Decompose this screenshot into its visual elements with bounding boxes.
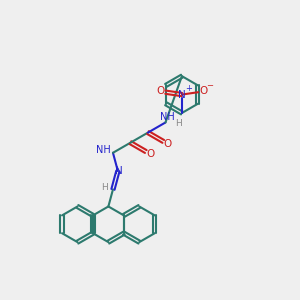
Text: O: O bbox=[146, 149, 154, 160]
Text: +: + bbox=[185, 84, 192, 93]
Text: NH: NH bbox=[96, 146, 111, 155]
Text: NH: NH bbox=[160, 112, 174, 122]
Text: N: N bbox=[178, 90, 186, 100]
Text: O: O bbox=[164, 140, 172, 149]
Text: H: H bbox=[101, 183, 108, 192]
Text: N: N bbox=[116, 166, 123, 176]
Text: −: − bbox=[207, 81, 214, 90]
Text: O: O bbox=[200, 86, 208, 96]
Text: O: O bbox=[156, 86, 164, 96]
Text: H: H bbox=[176, 119, 182, 128]
